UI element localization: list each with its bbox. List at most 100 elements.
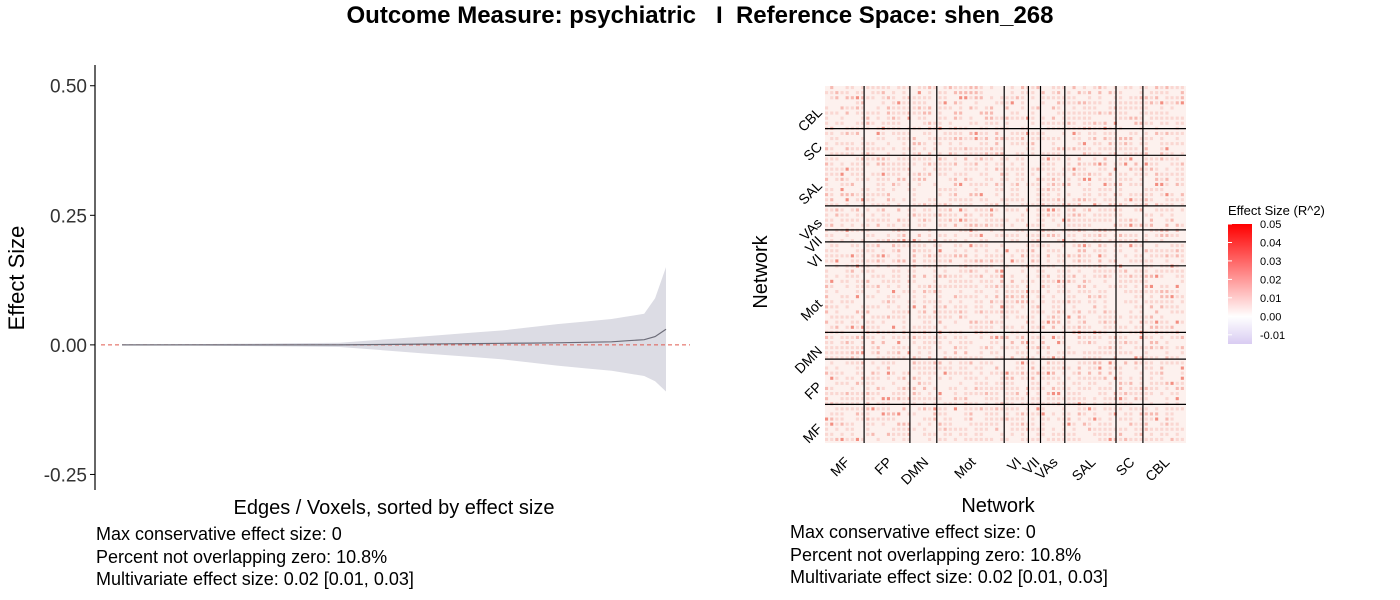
heatmap-cell [902, 157, 906, 161]
heatmap-cell [907, 402, 911, 406]
heatmap-cell [907, 213, 911, 217]
heatmap-cell [964, 249, 968, 253]
heatmap-cell [917, 177, 921, 181]
heatmap-cell [897, 269, 901, 273]
heatmap-cell [902, 432, 906, 436]
heatmap-cell [886, 407, 890, 411]
heatmap-cell [1149, 218, 1153, 222]
heatmap-cell [825, 193, 829, 197]
heatmap-cell [876, 402, 880, 406]
heatmap-cell [1041, 422, 1045, 426]
heatmap-cell [1072, 218, 1076, 222]
heatmap-cell [1021, 91, 1025, 95]
heatmap-cell [1026, 147, 1030, 151]
heatmap-cell [1015, 397, 1019, 401]
heatmap-cell [825, 233, 829, 237]
heatmap-cell [990, 203, 994, 207]
heatmap-cell [969, 167, 973, 171]
heatmap-cell [1093, 300, 1097, 304]
heatmap-cell [902, 101, 906, 105]
heatmap-cell [953, 249, 957, 253]
heatmap-cell [964, 172, 968, 176]
heatmap-cell [984, 137, 988, 141]
heatmap-cell [845, 407, 849, 411]
heatmap-cell [938, 392, 942, 396]
heatmap-cell [1000, 223, 1004, 227]
heatmap-cell [1144, 172, 1148, 176]
heatmap-cell [866, 295, 870, 299]
heatmap-cell [907, 188, 911, 192]
heatmap-cell [886, 254, 890, 258]
heatmap-cell [984, 386, 988, 390]
heatmap-cell [876, 111, 880, 115]
heatmap-cell [928, 376, 932, 380]
heatmap-cell [1036, 351, 1040, 355]
heatmap-cell [886, 371, 890, 375]
heatmap-cell [979, 305, 983, 309]
heatmap-cell [881, 121, 885, 125]
heatmap-cell [1119, 325, 1123, 329]
heatmap-cell [1175, 249, 1179, 253]
heatmap-cell [1119, 427, 1123, 431]
heatmap-cell [1046, 397, 1050, 401]
heatmap-cell [1134, 361, 1138, 365]
heatmap-cell [1160, 233, 1164, 237]
heatmap-cell [1041, 157, 1045, 161]
heatmap-cell [959, 131, 963, 135]
heatmap-cell [902, 244, 906, 248]
heatmap-cell [1098, 417, 1102, 421]
left-stats-block: Max conservative effect size: 0 Percent … [96, 523, 414, 591]
heatmap-cell [1129, 157, 1133, 161]
heatmap-cell [1088, 386, 1092, 390]
heatmap-cell [830, 356, 834, 360]
heatmap-cell [825, 305, 829, 309]
heatmap-cell [1010, 295, 1014, 299]
heatmap-cell [892, 116, 896, 120]
heatmap-cell [1113, 239, 1117, 243]
heatmap-cell [1155, 417, 1159, 421]
heatmap-cell [830, 249, 834, 253]
heatmap-cell [1067, 116, 1071, 120]
heatmap-cell [902, 147, 906, 151]
heatmap-cell [1165, 249, 1169, 253]
heatmap-cell [861, 315, 865, 319]
heatmap-cell [1124, 284, 1128, 288]
heatmap-cell [840, 279, 844, 283]
heatmap-cell [1175, 305, 1179, 309]
heatmap-cell [1057, 213, 1061, 217]
heatmap-cell [953, 162, 957, 166]
heatmap-cell [1021, 116, 1025, 120]
heatmap-cell [830, 346, 834, 350]
heatmap-cell [861, 269, 865, 273]
heatmap-cell [943, 305, 947, 309]
heatmap-cell [1057, 290, 1061, 294]
heatmap-cell [953, 244, 957, 248]
heatmap-cell [1010, 432, 1014, 436]
heatmap-cell [845, 152, 849, 156]
heatmap-cell [969, 116, 973, 120]
heatmap-cell [1072, 427, 1076, 431]
heatmap-cell [969, 356, 973, 360]
heatmap-cell [1180, 208, 1184, 212]
heatmap-cell [830, 284, 834, 288]
heatmap-cell [943, 86, 947, 90]
heatmap-cell [881, 407, 885, 411]
heatmap-cell [1072, 208, 1076, 212]
heatmap-cell [1000, 244, 1004, 248]
heatmap-cell [1082, 412, 1086, 416]
heatmap-cell [1180, 116, 1184, 120]
heatmap-cell [1160, 86, 1164, 90]
heatmap-cell [1057, 239, 1061, 243]
heatmap-cell [1072, 422, 1076, 426]
heatmap-cell [830, 361, 834, 365]
heatmap-cell [1139, 116, 1143, 120]
heatmap-cell [1119, 335, 1123, 339]
heatmap-cell [1139, 279, 1143, 283]
heatmap-cell [1160, 152, 1164, 156]
heatmap-cell [1010, 239, 1014, 243]
heatmap-cell [1031, 142, 1035, 146]
heatmap-cell [1082, 86, 1086, 90]
stat-max-conservative: Max conservative effect size: 0 [790, 522, 1036, 542]
heatmap-cell [1103, 386, 1107, 390]
heatmap-cell [876, 366, 880, 370]
